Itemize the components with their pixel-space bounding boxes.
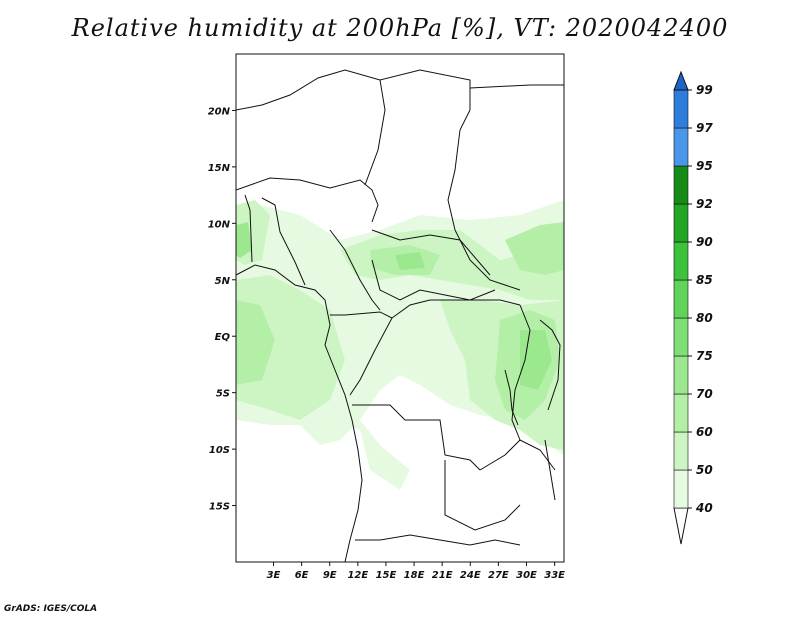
- colorbar-label: 90: [696, 235, 713, 249]
- colorbar-label: 97: [696, 121, 713, 135]
- lon-tick-label: 6E: [295, 570, 309, 581]
- colorbar-label: 40: [695, 501, 713, 515]
- humidity-area-peak-ne: [505, 222, 564, 275]
- colorbar-segment: [673, 203, 689, 243]
- lat-tick-label: 5N: [215, 276, 231, 287]
- border-east-lakes: [539, 319, 561, 411]
- colorbar-label: 80: [696, 311, 713, 325]
- border-drc-west: [391, 299, 521, 319]
- lat-tick-label: 10S: [209, 445, 230, 456]
- humidity-area-peak-west: [236, 300, 275, 385]
- lon-tick-label: 18E: [404, 570, 425, 581]
- border-car: [371, 229, 491, 276]
- colorbar-lower-arrow: [673, 507, 689, 545]
- humidity-shading: [236, 200, 564, 490]
- latitude-axis: 20N 15N 10N 5N EQ 5S 10S 15S: [208, 106, 236, 513]
- lon-tick-label: 3E: [267, 570, 281, 581]
- humidity-area-south: [330, 420, 410, 490]
- colorbar-segment: [673, 279, 689, 319]
- colorbar-segment: [673, 127, 689, 167]
- colorbar-label: 99: [696, 83, 713, 97]
- border-egypt: [469, 84, 564, 89]
- lake-tanganyika: [504, 369, 519, 426]
- lat-tick-label: 15N: [208, 163, 231, 174]
- colorbar-segment: [673, 393, 689, 433]
- colorbar-label: 92: [696, 197, 713, 211]
- border-namibia: [355, 534, 521, 546]
- lat-tick-label: 10N: [208, 219, 231, 230]
- longitude-axis: 3E 6E 9E 12E 15E 18E 21E 24E 27E 30E 33E: [267, 562, 565, 581]
- credit-text: GrADS: IGES/COLA: [4, 604, 98, 614]
- humidity-area-west: [236, 275, 345, 420]
- lon-tick-label: 27E: [488, 570, 509, 581]
- border-angola-south: [444, 460, 521, 531]
- colorbar-segment: [673, 89, 689, 129]
- colorbar-segment: [673, 469, 689, 509]
- border-benin: [244, 194, 253, 263]
- colorbar-segment: [673, 241, 689, 281]
- border-cameroon: [329, 229, 381, 311]
- colorbar-label: 85: [696, 273, 713, 287]
- lon-tick-label: 15E: [376, 570, 397, 581]
- colorbar: 40 50 60 70 75 80 85 90 92 95 97 99: [673, 70, 713, 545]
- colorbar-segment: [673, 317, 689, 357]
- border-east: [511, 304, 531, 441]
- lon-tick-label: 9E: [323, 570, 337, 581]
- colorbar-segment: [673, 431, 689, 471]
- lon-tick-label: 24E: [460, 570, 481, 581]
- lat-tick-label: 20N: [208, 106, 231, 117]
- border-sahel: [236, 177, 379, 223]
- lon-tick-label: 12E: [347, 570, 368, 581]
- colorbar-label: 75: [696, 349, 713, 363]
- border-north: [236, 69, 471, 111]
- lon-tick-label: 21E: [432, 570, 453, 581]
- lat-tick-label: 5S: [216, 389, 230, 400]
- lat-tick-label: 15S: [209, 502, 230, 513]
- lake-malawi: [544, 439, 556, 501]
- colorbar-label: 95: [696, 159, 713, 173]
- lon-tick-label: 33E: [544, 570, 565, 581]
- colorbar-label: 50: [696, 463, 713, 477]
- colorbar-segment: [673, 355, 689, 395]
- border-sudan: [447, 109, 521, 291]
- lon-tick-label: 30E: [516, 570, 537, 581]
- map-frame: [235, 53, 565, 563]
- humidity-area-max-center: [395, 252, 425, 270]
- colorbar-label: 70: [696, 387, 713, 401]
- colorbar-label: 60: [696, 425, 713, 439]
- colorbar-segment: [673, 165, 689, 205]
- border-nigeria: [261, 197, 306, 286]
- colorbar-upper-arrow: [673, 70, 689, 91]
- border-drc-angola: [352, 404, 481, 471]
- coastline-west-africa: [236, 264, 363, 562]
- humidity-area-max-nw: [236, 222, 252, 258]
- page-title: Relative humidity at 200hPa [%], VT: 202…: [71, 14, 729, 42]
- country-boundaries: [236, 69, 564, 562]
- lat-tick-label: EQ: [215, 332, 231, 343]
- border-libya-chad: [364, 79, 386, 186]
